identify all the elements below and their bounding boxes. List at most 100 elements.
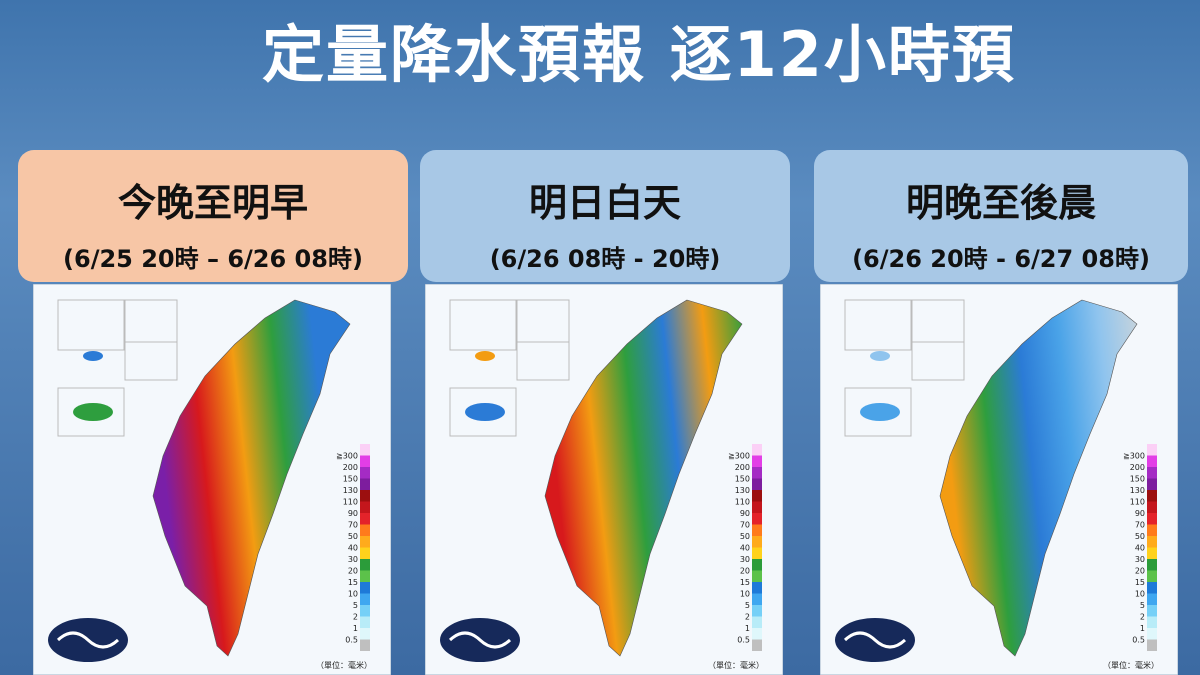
legend-label: 70 xyxy=(740,521,750,530)
logo-swirl xyxy=(448,631,512,649)
legend-swatch xyxy=(360,639,370,651)
logo-swirl xyxy=(56,631,120,649)
inset-box xyxy=(844,299,912,351)
legend-swatch xyxy=(1147,467,1157,479)
legend-label: 15 xyxy=(740,578,750,587)
legend-swatch xyxy=(752,524,762,536)
map-panel: ≧300 200 150 130 110 90 70 50 40 30 20 15 10 5 2 1 0.5 （單… xyxy=(425,284,783,675)
legend-label: 10 xyxy=(740,590,750,599)
legend-label: 200 xyxy=(343,463,358,472)
legend-swatch xyxy=(360,605,370,617)
legend-swatch xyxy=(1147,593,1157,605)
legend-label: 90 xyxy=(1135,509,1145,518)
panel-heading: 明日白天 xyxy=(528,181,681,225)
legend-swatch xyxy=(752,490,762,502)
legend-swatch xyxy=(360,455,370,467)
map-panel: ≧300 200 150 130 110 90 70 50 40 30 20 15 10 5 2 1 0.5 （單… xyxy=(820,284,1178,675)
legend-label: 1 xyxy=(745,624,750,633)
legend-label: 2 xyxy=(353,613,358,622)
inset-box xyxy=(449,387,517,437)
inset-box xyxy=(516,341,570,381)
inset-island xyxy=(83,351,103,361)
legend-label: ≧300 xyxy=(728,452,750,461)
legend-label: 1 xyxy=(1140,624,1145,633)
legend-swatch xyxy=(752,547,762,559)
legend-label: 20 xyxy=(1135,567,1145,576)
legend-swatch xyxy=(360,547,370,559)
legend-label: 30 xyxy=(1135,555,1145,564)
inset-box xyxy=(57,299,125,351)
legend-label: 130 xyxy=(735,486,750,495)
legend-swatch xyxy=(1147,559,1157,571)
legend-swatch xyxy=(360,628,370,640)
legend-swatch xyxy=(360,444,370,456)
legend-swatch xyxy=(1147,478,1157,490)
legend-label: 200 xyxy=(1130,463,1145,472)
legend-label: 150 xyxy=(343,475,358,484)
legend-label: 130 xyxy=(343,486,358,495)
legend-swatch xyxy=(752,444,762,456)
legend-label: 0.5 xyxy=(345,636,358,645)
legend-swatch xyxy=(1147,605,1157,617)
legend-label: 1 xyxy=(353,624,358,633)
panel-header: 明日白天 (6/26 08時 - 20時) xyxy=(420,150,790,282)
legend-label: 150 xyxy=(1130,475,1145,484)
legend-swatch xyxy=(360,501,370,513)
legend-swatch xyxy=(1147,455,1157,467)
inset-box xyxy=(844,387,912,437)
legend-swatch xyxy=(1147,490,1157,502)
panel-period: (6/25 20時 – 6/26 08時) xyxy=(63,245,363,273)
legend-label: 50 xyxy=(1135,532,1145,541)
legend-label: 2 xyxy=(745,613,750,622)
inset-island xyxy=(870,351,890,361)
taiwan-map xyxy=(544,299,743,657)
inset-island xyxy=(73,403,113,421)
legend-swatch xyxy=(752,467,762,479)
legend-unit: （單位：毫米） xyxy=(708,660,764,670)
legend-swatch xyxy=(360,524,370,536)
panel-header: 今晚至明早 (6/25 20時 – 6/26 08時) xyxy=(18,150,408,282)
title: 定量降水預報 逐12小時預 xyxy=(262,18,1016,91)
legend-label: 70 xyxy=(1135,521,1145,530)
legend-label: 150 xyxy=(735,475,750,484)
map-panel: ≧300 200 150 130 110 90 70 50 40 30 20 15 10 5 2 1 0.5 （單… xyxy=(33,284,391,675)
legend-swatch xyxy=(752,639,762,651)
legend-label: 40 xyxy=(1135,544,1145,553)
legend-swatch xyxy=(360,536,370,548)
taiwan-map xyxy=(152,299,351,657)
legend-swatch xyxy=(1147,628,1157,640)
legend-label: 30 xyxy=(348,555,358,564)
legend-label: 110 xyxy=(1130,498,1145,507)
legend-swatch xyxy=(360,478,370,490)
legend-label: 40 xyxy=(740,544,750,553)
legend-label: 20 xyxy=(740,567,750,576)
legend-swatch xyxy=(752,536,762,548)
inset-island xyxy=(475,351,495,361)
legend-label: 5 xyxy=(745,601,750,610)
panel-heading: 明晚至後晨 xyxy=(905,181,1096,225)
legend-label: 2 xyxy=(1140,613,1145,622)
panel-heading: 今晚至明早 xyxy=(117,181,308,225)
legend-swatch xyxy=(360,490,370,502)
legend-swatch xyxy=(752,559,762,571)
legend-swatch xyxy=(1147,582,1157,594)
inset-box xyxy=(57,387,125,437)
legend-unit: （單位：毫米） xyxy=(316,660,372,670)
legend-label: 0.5 xyxy=(737,636,750,645)
taiwan-map xyxy=(939,299,1138,657)
legend-label: 110 xyxy=(735,498,750,507)
legend-swatch xyxy=(360,593,370,605)
legend-label: 50 xyxy=(348,532,358,541)
legend-label: 20 xyxy=(348,567,358,576)
legend-swatch xyxy=(752,582,762,594)
legend-swatch xyxy=(752,593,762,605)
legend-swatch xyxy=(1147,639,1157,651)
panel-period: (6/26 08時 - 20時) xyxy=(489,245,721,273)
legend-label: 5 xyxy=(353,601,358,610)
legend-label: 15 xyxy=(1135,578,1145,587)
inset-island xyxy=(465,403,505,421)
panel-period: (6/26 20時 - 6/27 08時) xyxy=(852,245,1150,273)
legend-label: 90 xyxy=(348,509,358,518)
legend-label: 5 xyxy=(1140,601,1145,610)
